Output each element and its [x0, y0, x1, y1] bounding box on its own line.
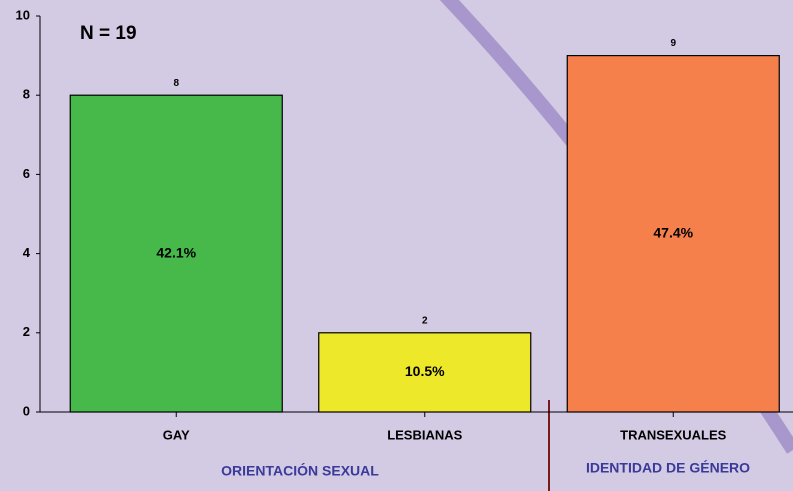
value-label: 9 — [670, 38, 676, 49]
y-tick-label: 2 — [23, 324, 30, 339]
x-tick-label: GAY — [163, 427, 190, 442]
annotation: N = 19 — [80, 23, 137, 44]
inner-label: 47.4% — [653, 225, 693, 241]
value-label: 8 — [173, 78, 179, 89]
value-label: 2 — [422, 315, 428, 326]
x-tick-label: TRANSEXUALES — [620, 427, 727, 442]
bar — [566, 54, 780, 413]
group-label: IDENTIDAD DE GÉNERO — [586, 460, 750, 476]
y-tick-label: 6 — [23, 166, 30, 181]
inner-label: 42.1% — [156, 244, 196, 260]
bar — [69, 94, 283, 413]
y-tick-label: 8 — [23, 87, 30, 102]
x-tick-label: LESBIANAS — [387, 427, 462, 442]
inner-label: 10.5% — [405, 363, 445, 379]
group-label: ORIENTACIÓN SEXUAL — [221, 462, 379, 479]
bar — [318, 332, 532, 413]
y-tick-label: 10 — [16, 7, 30, 22]
y-tick-label: 4 — [23, 245, 31, 260]
y-tick-label: 0 — [23, 403, 30, 418]
